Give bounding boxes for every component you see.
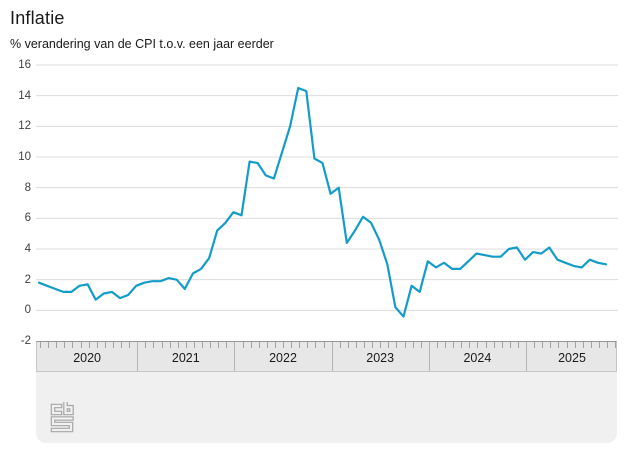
- month-tick: [566, 342, 568, 348]
- month-tick: [161, 342, 163, 348]
- month-tick: [469, 342, 471, 348]
- y-axis-tick-label: 14: [18, 89, 31, 102]
- month-tick: [145, 342, 147, 348]
- y-axis-tick-label: 12: [18, 120, 31, 133]
- month-tick: [193, 342, 195, 348]
- month-tick: [218, 342, 220, 348]
- month-tick: [48, 342, 50, 348]
- month-tick: [420, 342, 422, 348]
- month-tick: [534, 342, 536, 348]
- month-tick: [112, 342, 114, 348]
- year-tick-label-2024: 2024: [463, 351, 492, 365]
- month-tick: [274, 342, 276, 348]
- year-tick-label-2022: 2022: [269, 351, 297, 365]
- y-axis-tick-label: -2: [20, 335, 31, 347]
- month-tick: [177, 342, 179, 348]
- month-tick: [364, 342, 365, 348]
- year-separator: [137, 342, 139, 371]
- month-tick: [607, 342, 608, 348]
- month-tick: [396, 342, 398, 348]
- month-tick: [88, 342, 90, 348]
- month-tick: [598, 342, 600, 348]
- month-tick: [307, 342, 309, 348]
- month-tick: [485, 342, 487, 348]
- month-tick: [226, 342, 228, 348]
- month-tick: [517, 342, 519, 348]
- y-axis-tick-label: 10: [18, 151, 31, 163]
- month-tick: [185, 342, 187, 348]
- month-tick: [250, 342, 252, 348]
- month-tick: [202, 342, 203, 348]
- month-tick: [153, 342, 155, 348]
- month-tick: [56, 342, 58, 348]
- year-separator: [234, 342, 236, 371]
- chart-title: Inflatie: [10, 8, 65, 28]
- month-tick: [453, 342, 455, 348]
- month-tick: [436, 342, 438, 348]
- y-axis-tick-label: 16: [18, 59, 31, 71]
- month-tick: [477, 342, 479, 348]
- month-tick: [355, 342, 357, 348]
- month-tick: [615, 342, 617, 348]
- chart-subtitle: % verandering van de CPI t.o.v. een jaar…: [10, 37, 274, 51]
- month-tick: [590, 342, 592, 348]
- month-tick: [129, 342, 131, 348]
- year-tick-label-2023: 2023: [366, 351, 395, 365]
- month-tick: [574, 342, 576, 348]
- cbs-logo-icon: [50, 400, 74, 433]
- month-tick: [283, 342, 284, 348]
- y-axis-tick-label: 0: [24, 304, 31, 317]
- month-tick: [372, 342, 374, 348]
- month-tick: [582, 342, 584, 348]
- x-axis-year-band: 2020 2021 2022 2023 2024 2025: [36, 341, 617, 372]
- month-tick: [291, 342, 293, 348]
- y-axis-tick-label: 2: [24, 273, 31, 286]
- year-tick-label-2025: 2025: [558, 351, 586, 365]
- year-tick-label-2021: 2021: [171, 351, 200, 365]
- month-tick: [339, 342, 341, 348]
- y-axis-tick-label: 8: [24, 181, 31, 194]
- month-tick: [121, 342, 122, 348]
- month-tick: [96, 342, 98, 348]
- month-tick: [461, 342, 463, 348]
- year-tick-label-2020: 2020: [73, 351, 101, 365]
- month-tick: [104, 342, 106, 348]
- month-tick: [80, 342, 82, 348]
- month-tick: [509, 342, 511, 348]
- month-tick: [40, 342, 41, 348]
- month-tick: [558, 342, 560, 348]
- year-separator: [428, 342, 430, 371]
- month-tick: [323, 342, 325, 348]
- month-tick: [258, 342, 260, 348]
- month-tick: [72, 342, 74, 348]
- month-tick: [266, 342, 268, 348]
- year-separator: [331, 342, 333, 371]
- month-tick: [501, 342, 503, 348]
- month-tick: [299, 342, 301, 348]
- month-tick: [542, 342, 544, 348]
- month-tick: [315, 342, 317, 348]
- month-tick: [242, 342, 244, 348]
- month-tick: [445, 342, 446, 348]
- month-tick: [493, 342, 495, 348]
- y-axis-tick-label: 4: [24, 243, 31, 255]
- month-tick: [347, 342, 349, 348]
- month-tick: [412, 342, 414, 348]
- month-tick: [388, 342, 390, 348]
- month-tick: [210, 342, 212, 348]
- month-tick: [64, 342, 66, 348]
- month-tick: [550, 342, 552, 348]
- y-axis-tick-label: 6: [24, 212, 31, 225]
- month-tick: [169, 342, 171, 348]
- cbs-logo: [50, 400, 74, 434]
- inflation-series-line: [37, 86, 608, 318]
- month-tick: [404, 342, 406, 348]
- month-tick: [380, 342, 382, 348]
- year-separator: [526, 342, 527, 371]
